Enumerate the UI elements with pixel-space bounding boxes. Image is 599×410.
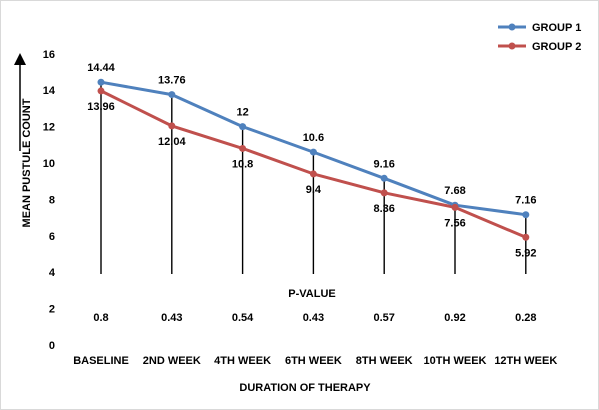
x-tick-label: 12TH WEEK <box>494 355 557 367</box>
y-tick-label: 8 <box>49 194 55 206</box>
data-label-group-2: 8.36 <box>373 203 394 215</box>
legend-marker-group-1 <box>508 23 516 31</box>
p-value-label: 0.8 <box>93 312 108 324</box>
y-tick-label: 0 <box>49 340 55 352</box>
x-tick-label: 6TH WEEK <box>285 355 342 367</box>
data-label-group-1: 7.68 <box>444 185 465 197</box>
data-label-group-1: 7.16 <box>515 195 536 207</box>
p-value-heading: P-VALUE <box>288 288 335 300</box>
data-point-group-2 <box>380 189 388 197</box>
data-label-group-1: 12 <box>236 107 248 119</box>
data-point-group-2 <box>97 87 105 95</box>
data-label-group-1: 9.16 <box>373 158 394 170</box>
x-tick-label: 2ND WEEK <box>143 355 201 367</box>
data-label-group-1: 14.44 <box>87 62 115 74</box>
data-label-group-1: 10.6 <box>303 132 324 144</box>
p-value-label: 0.92 <box>444 312 465 324</box>
data-label-group-2: 13.96 <box>87 101 115 113</box>
y-tick-label: 16 <box>43 49 55 61</box>
data-point-group-2 <box>168 122 176 130</box>
x-tick-label: 4TH WEEK <box>214 355 271 367</box>
p-value-label: 0.43 <box>303 312 324 324</box>
data-point-group-1 <box>239 123 247 131</box>
y-tick-label: 14 <box>43 85 56 97</box>
data-point-group-1 <box>380 174 388 182</box>
p-value-label: 0.57 <box>373 312 394 324</box>
data-point-group-1 <box>168 91 176 99</box>
data-label-group-2: 5.92 <box>515 247 536 259</box>
data-point-group-2 <box>451 203 459 211</box>
data-point-group-1 <box>309 148 317 156</box>
legend-marker-group-2 <box>508 42 516 50</box>
data-label-group-1: 13.76 <box>158 75 186 87</box>
y-axis-title: MEAN PUSTULE COUNT <box>21 98 33 227</box>
x-tick-label: BASELINE <box>73 355 129 367</box>
legend-item-group-2: GROUP 2 <box>498 41 581 53</box>
data-point-group-1 <box>522 211 530 219</box>
y-tick-label: 6 <box>49 231 55 243</box>
data-point-group-2 <box>239 144 247 152</box>
y-tick-label: 12 <box>43 122 55 134</box>
legend-label-group-2: GROUP 2 <box>532 41 581 53</box>
x-axis-title: DURATION OF THERAPY <box>239 382 371 394</box>
data-label-group-2: 12.04 <box>158 136 186 148</box>
legend-label-group-1: GROUP 1 <box>532 22 581 34</box>
p-value-label: 0.54 <box>232 312 254 324</box>
data-label-group-2: 9.4 <box>306 184 322 196</box>
y-tick-label: 2 <box>49 304 55 316</box>
data-point-group-2 <box>522 233 530 241</box>
y-tick-label: 10 <box>43 158 55 170</box>
y-tick-label: 4 <box>49 267 56 279</box>
p-value-label: 0.28 <box>515 312 536 324</box>
data-point-group-2 <box>309 170 317 178</box>
data-label-group-2: 7.56 <box>444 217 465 229</box>
data-label-group-2: 10.8 <box>232 158 253 170</box>
legend: GROUP 1 GROUP 2 <box>498 22 581 53</box>
data-point-group-1 <box>97 78 105 86</box>
legend-item-group-1: GROUP 1 <box>498 22 581 34</box>
p-value-label: 0.43 <box>161 312 182 324</box>
x-tick-label: 10TH WEEK <box>424 355 487 367</box>
x-tick-label: 8TH WEEK <box>356 355 413 367</box>
